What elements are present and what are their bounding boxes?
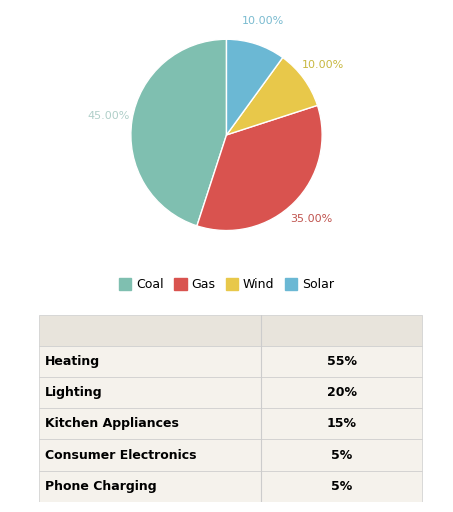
Text: 20%: 20% (327, 386, 357, 399)
Wedge shape (197, 105, 322, 230)
Bar (39, 377, 422, 409)
Wedge shape (226, 39, 283, 135)
Wedge shape (226, 57, 318, 135)
Text: Phone Charging: Phone Charging (45, 480, 157, 493)
Text: 35.00%: 35.00% (290, 215, 332, 224)
Text: Kitchen Appliances: Kitchen Appliances (45, 417, 179, 431)
Text: Lighting: Lighting (45, 386, 103, 399)
Text: Consumer Electronics: Consumer Electronics (45, 449, 197, 461)
Bar (39, 315, 422, 346)
Legend: Coal, Gas, Wind, Solar: Coal, Gas, Wind, Solar (119, 278, 334, 291)
Bar (39, 346, 422, 377)
Text: 55%: 55% (327, 355, 357, 368)
Bar (39, 471, 422, 502)
Text: Heating: Heating (45, 355, 100, 368)
Bar (39, 409, 422, 439)
Text: 5%: 5% (331, 449, 352, 461)
Text: 5%: 5% (331, 480, 352, 493)
Text: 45.00%: 45.00% (87, 111, 130, 121)
Bar (39, 439, 422, 471)
Wedge shape (131, 39, 226, 226)
Text: 10.00%: 10.00% (302, 59, 344, 70)
Text: 10.00%: 10.00% (242, 16, 284, 26)
Text: 15%: 15% (327, 417, 357, 431)
